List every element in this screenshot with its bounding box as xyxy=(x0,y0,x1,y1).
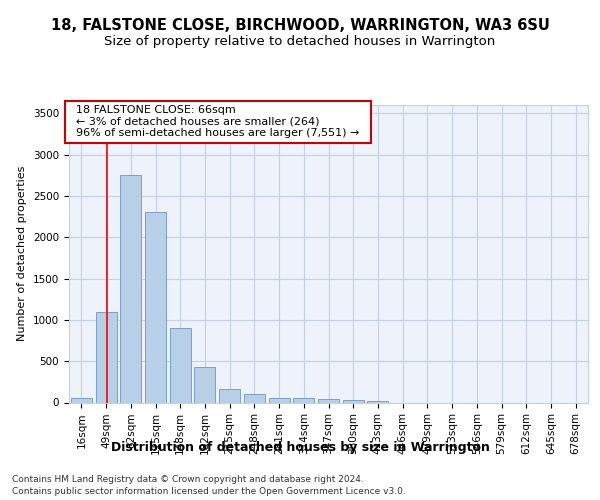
Text: Contains HM Land Registry data © Crown copyright and database right 2024.: Contains HM Land Registry data © Crown c… xyxy=(12,474,364,484)
Bar xyxy=(71,398,92,402)
Bar xyxy=(343,400,364,402)
Bar xyxy=(194,367,215,402)
Bar xyxy=(318,399,339,402)
Bar xyxy=(269,398,290,402)
Text: Distribution of detached houses by size in Warrington: Distribution of detached houses by size … xyxy=(110,441,490,454)
Bar xyxy=(120,175,141,402)
Text: Contains public sector information licensed under the Open Government Licence v3: Contains public sector information licen… xyxy=(12,488,406,496)
Bar xyxy=(219,390,240,402)
Bar xyxy=(367,401,388,402)
Bar xyxy=(145,212,166,402)
Y-axis label: Number of detached properties: Number of detached properties xyxy=(17,166,28,342)
Bar xyxy=(170,328,191,402)
Bar xyxy=(293,398,314,402)
Bar xyxy=(244,394,265,402)
Text: 18, FALSTONE CLOSE, BIRCHWOOD, WARRINGTON, WA3 6SU: 18, FALSTONE CLOSE, BIRCHWOOD, WARRINGTO… xyxy=(50,18,550,32)
Text: 18 FALSTONE CLOSE: 66sqm  
  ← 3% of detached houses are smaller (264)  
  96% o: 18 FALSTONE CLOSE: 66sqm ← 3% of detache… xyxy=(69,105,367,138)
Text: Size of property relative to detached houses in Warrington: Size of property relative to detached ho… xyxy=(104,35,496,48)
Bar xyxy=(95,312,116,402)
